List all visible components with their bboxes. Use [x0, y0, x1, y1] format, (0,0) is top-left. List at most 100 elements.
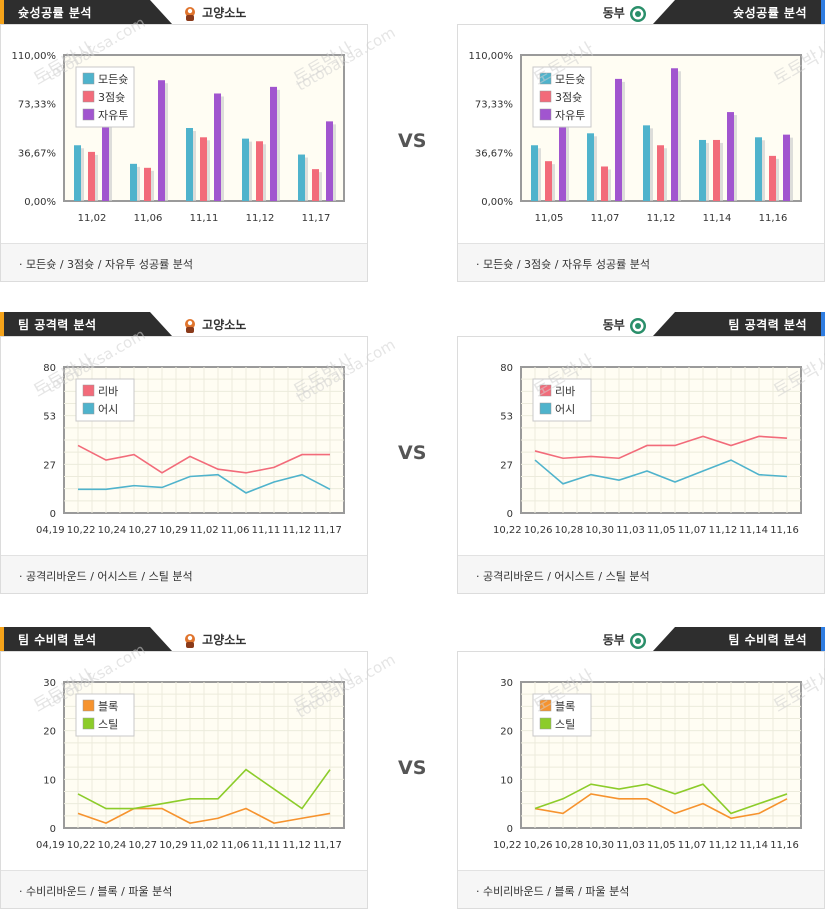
bar-mark — [671, 68, 678, 201]
footer-caption: · 수비리바운드 / 블록 / 파울 분석 — [476, 885, 630, 898]
bar-mark — [699, 139, 706, 201]
footer-caption: · 모든슛 / 3점슛 / 자유투 성공률 분석 — [19, 258, 193, 271]
x-tick-label: 11,02 — [78, 213, 107, 224]
bar-mark — [88, 151, 95, 201]
team-label: 고양소노 — [198, 318, 247, 332]
x-tick-label: 11,05 — [647, 525, 676, 536]
chart-svg: 0,00% 36,67% 73,33% 110,00% 11,02 11,06 11,11 1… — [12, 51, 345, 224]
chart-panel: 0,00% 36,67% 73,33% 110,00% 11,02 11,06 11,11 1… — [0, 24, 368, 282]
section-title: 팀 공격력 분석 — [18, 318, 97, 332]
team-logo-icon — [630, 317, 646, 334]
section-title: 팀 수비력 분석 — [18, 633, 97, 647]
team-name-right: 동부 — [603, 316, 647, 335]
y-tick-label: 73,33% — [18, 100, 56, 111]
bar-mark — [158, 80, 165, 201]
y-tick-label: 0 — [507, 509, 513, 520]
team-logo-icon — [630, 632, 646, 649]
legend-label: 어시 — [555, 403, 575, 416]
bar-mark — [769, 155, 776, 201]
x-tick-label: 11,12 — [282, 840, 311, 851]
bar-mark — [615, 78, 622, 201]
x-tick-label: 11,12 — [709, 840, 738, 851]
legend-label: 모든슛 — [98, 73, 128, 86]
legend-swatch — [82, 72, 95, 85]
series-line — [534, 783, 788, 815]
x-tick-label: 11,07 — [678, 840, 707, 851]
bar-mark — [74, 145, 81, 201]
team-name-left: 고양소노 — [182, 631, 246, 649]
chart-panel: 0 27 53 80 10,22 10,26 10,28 10,30 11,03 11,05 11,… — [457, 336, 825, 594]
x-tick-label: 11,16 — [770, 840, 799, 851]
team-logo-icon — [630, 5, 646, 22]
y-tick-label: 80 — [500, 363, 513, 374]
y-tick-label: 0 — [50, 509, 56, 520]
x-tick-label: 11,17 — [313, 525, 342, 536]
x-tick-label: 10,26 — [524, 840, 553, 851]
x-tick-label: 11,16 — [759, 213, 788, 224]
x-tick-label: 10,22 — [67, 525, 96, 536]
legend-swatch — [82, 717, 95, 730]
x-tick-label: 10,30 — [585, 840, 614, 851]
x-tick-label: 11,02 — [190, 840, 219, 851]
legend-label: 3점슛 — [98, 91, 125, 104]
series-line — [77, 807, 331, 825]
legend-swatch — [539, 90, 552, 103]
legend-swatch — [539, 384, 552, 397]
x-tick-label: 11,17 — [313, 840, 342, 851]
y-tick-label: 73,33% — [475, 100, 513, 111]
y-tick-label: 80 — [43, 363, 56, 374]
section-header-right: 팀 공격력 분석 — [653, 312, 825, 336]
team-logo-icon — [185, 318, 195, 333]
y-tick-label: 0 — [507, 824, 513, 835]
bar-mark — [270, 86, 277, 201]
team-label: 고양소노 — [198, 633, 247, 647]
bar-mark — [657, 145, 664, 201]
section-title: 슛성공률 분석 — [18, 6, 92, 20]
x-tick-label: 11,03 — [616, 525, 645, 536]
series-line — [534, 459, 788, 485]
x-tick-label: 10,22 — [493, 840, 522, 851]
y-tick-label: 0,00% — [481, 197, 513, 208]
x-tick-label: 11,05 — [647, 840, 676, 851]
x-tick-label: 10,22 — [493, 525, 522, 536]
section-title: 슛성공률 분석 — [733, 6, 807, 20]
y-tick-label: 53 — [500, 412, 513, 423]
team-name-right: 동부 — [603, 631, 647, 650]
legend-swatch — [82, 90, 95, 103]
bar-mark — [130, 163, 137, 201]
legend-label: 모든슛 — [555, 73, 585, 86]
bar-mark — [298, 154, 305, 201]
bar-mark — [531, 145, 538, 201]
x-tick-label: 10,29 — [159, 840, 188, 851]
legend-label: 블록 — [98, 700, 118, 713]
x-tick-label: 11,12 — [647, 213, 676, 224]
chart-panel: 0 10 20 30 04,19 10,22 10,24 10,27 10,29 11,02 11,… — [0, 651, 368, 909]
x-tick-label: 11,06 — [221, 525, 250, 536]
analysis-section: 슛성공률 분석 슛성공률 분석 고양소노 동부 VS 0,00% 36,67% 73,33… — [0, 0, 825, 285]
section-title: 팀 공격력 분석 — [728, 318, 807, 332]
bar-mark — [102, 121, 109, 201]
x-tick-label: 11,12 — [709, 525, 738, 536]
y-tick-label: 110,00% — [469, 51, 514, 62]
legend-label: 3점슛 — [555, 91, 582, 104]
section-header-left: 슛성공률 분석 — [0, 0, 172, 24]
bar-mark — [643, 125, 650, 201]
x-tick-label: 10,28 — [555, 525, 584, 536]
analysis-section: 팀 수비력 분석 팀 수비력 분석 고양소노 동부 VS 0 10 20 30 04,19 10… — [0, 627, 825, 912]
x-tick-label: 11,14 — [739, 525, 768, 536]
y-tick-label: 20 — [43, 727, 56, 738]
x-tick-label: 11,11 — [252, 840, 281, 851]
legend-swatch — [82, 384, 95, 397]
x-tick-label: 11,07 — [678, 525, 707, 536]
x-tick-label: 11,12 — [246, 213, 275, 224]
chart-footer: · 모든슛 / 3점슛 / 자유투 성공률 분석 — [1, 243, 367, 281]
bar-mark — [186, 128, 193, 201]
y-tick-label: 110,00% — [12, 51, 57, 62]
legend-swatch — [539, 72, 552, 85]
x-tick-label: 11,03 — [616, 840, 645, 851]
legend-label: 자유투 — [98, 109, 128, 122]
chart-panel: 0 10 20 30 10,22 10,26 10,28 10,30 11,03 11,05 11,… — [457, 651, 825, 909]
bar-mark — [601, 166, 608, 201]
